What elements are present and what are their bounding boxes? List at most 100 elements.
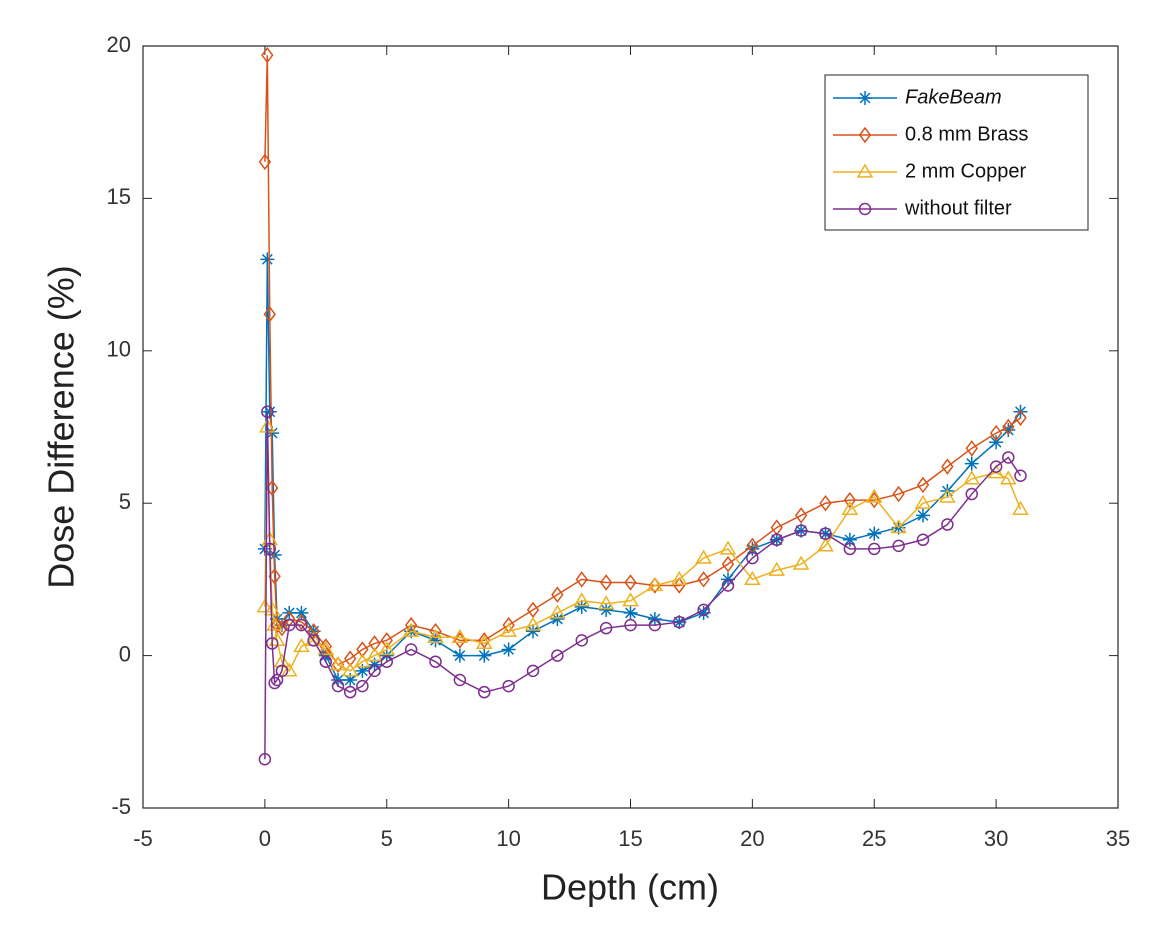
x-tick-label: 30 [984, 826, 1008, 851]
marker [1002, 418, 1015, 436]
legend: FakeBeam 0.8 mm Brass 2 mm Copper without f… [824, 74, 1089, 231]
marker [599, 621, 613, 635]
marker [502, 679, 515, 693]
marker [963, 470, 981, 485]
marker [575, 571, 588, 588]
marker [404, 643, 418, 656]
x-tick-label: 35 [1106, 826, 1130, 851]
marker [317, 641, 335, 656]
marker [258, 153, 272, 171]
marker [843, 542, 857, 556]
marker [624, 574, 637, 591]
marker [624, 618, 637, 632]
marker [858, 202, 872, 216]
marker [744, 570, 761, 586]
marker [999, 470, 1017, 485]
marker [378, 641, 396, 656]
marker [721, 579, 735, 592]
marker [258, 752, 272, 766]
marker [429, 655, 442, 668]
marker [263, 305, 276, 323]
y-tick-label: 15 [107, 184, 131, 209]
marker [500, 622, 517, 637]
marker [696, 605, 711, 620]
marker [673, 615, 686, 629]
marker [622, 592, 639, 607]
marker [307, 622, 320, 640]
y-tick-label: -5 [111, 794, 131, 819]
marker [965, 440, 978, 457]
x-axis-label: Depth (cm) [541, 867, 719, 908]
marker [341, 662, 359, 677]
marker [841, 500, 859, 515]
marker [343, 685, 357, 699]
y-tick-label: 0 [119, 641, 131, 666]
marker [265, 426, 280, 441]
marker [524, 616, 542, 631]
marker [262, 404, 277, 419]
marker [344, 650, 357, 667]
marker [329, 656, 347, 671]
marker [331, 679, 345, 693]
marker [368, 635, 381, 652]
marker [941, 458, 954, 475]
marker [858, 126, 872, 144]
y-tick-label: 20 [107, 32, 131, 57]
marker [939, 488, 956, 503]
marker [295, 618, 308, 632]
y-axis-label: Dose Difference (%) [41, 265, 82, 588]
legend-label: 2 mm Copper [905, 160, 1026, 182]
marker [989, 424, 1003, 442]
marker [573, 592, 591, 607]
marker [280, 662, 298, 677]
marker [819, 494, 832, 512]
marker [283, 618, 296, 632]
marker [319, 655, 333, 668]
marker [526, 624, 540, 639]
marker [1002, 451, 1015, 464]
marker [892, 485, 905, 503]
legend-label: FakeBeam [905, 86, 1002, 108]
marker [719, 540, 737, 555]
marker [263, 542, 276, 556]
marker [268, 676, 281, 690]
x-tick-label: 5 [381, 826, 393, 851]
marker [1014, 409, 1027, 427]
marker [916, 533, 930, 547]
marker [916, 508, 930, 523]
y-tick-label: 10 [107, 337, 131, 362]
marker [501, 642, 516, 657]
marker [599, 602, 614, 617]
marker [916, 476, 930, 494]
y-tick-label: 5 [119, 489, 131, 514]
marker [551, 649, 564, 662]
marker [275, 664, 289, 678]
marker [427, 628, 444, 643]
marker [914, 494, 932, 509]
marker [356, 679, 369, 693]
marker [794, 507, 808, 524]
marker [842, 532, 857, 547]
marker [989, 460, 1003, 473]
marker [428, 633, 443, 648]
marker [597, 595, 615, 610]
marker [575, 634, 588, 647]
marker [354, 653, 371, 668]
legend-label: 0.8 mm Brass [905, 123, 1028, 145]
marker [623, 605, 638, 620]
marker [843, 491, 857, 509]
marker [574, 599, 589, 614]
marker [858, 91, 872, 105]
marker [475, 634, 493, 650]
marker [770, 533, 783, 547]
marker [941, 518, 954, 531]
x-tick-label: 0 [259, 826, 271, 851]
marker [451, 628, 469, 643]
x-tick-label: 15 [618, 826, 642, 851]
marker [550, 612, 565, 627]
marker [721, 555, 735, 573]
marker [294, 605, 309, 620]
marker [1014, 469, 1027, 483]
marker [745, 541, 760, 556]
